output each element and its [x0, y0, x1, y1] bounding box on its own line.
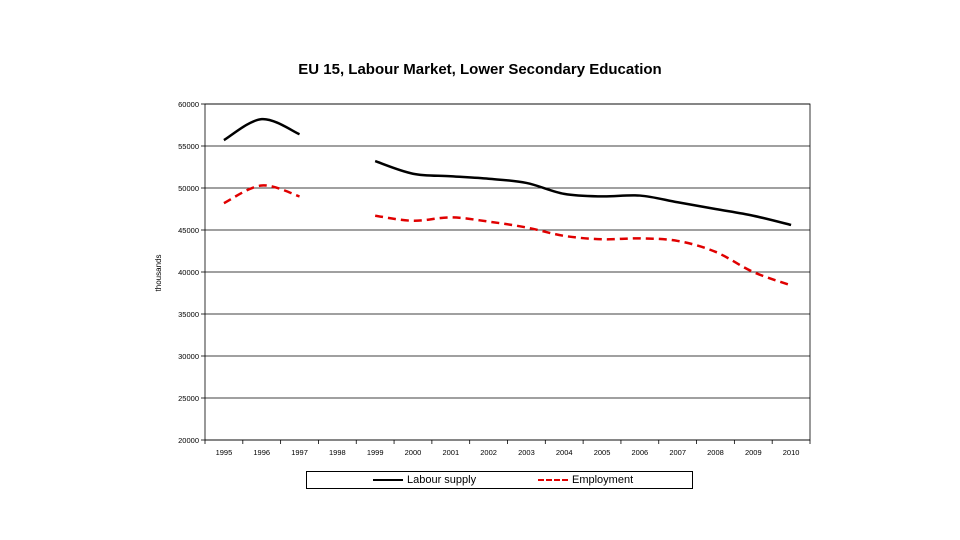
y-tick-label: 45000 [178, 226, 199, 235]
series-lines [223, 117, 792, 287]
series-line-labour-supply [374, 159, 792, 227]
y-tick-label: 35000 [178, 310, 199, 319]
x-tick-label: 2000 [405, 448, 422, 457]
x-tick-label: 2006 [632, 448, 649, 457]
x-tick-label: 2009 [745, 448, 762, 457]
legend-label-employment: Employment [572, 474, 634, 486]
x-tick-label: 2004 [556, 448, 573, 457]
x-tick-label: 1997 [291, 448, 308, 457]
legend-swatch-employment [538, 479, 568, 481]
x-tick-label: 1999 [367, 448, 384, 457]
legend-item-employment: Employment [538, 472, 633, 488]
y-axis-ticks: 60000 55000 50000 45000 40000 35000 30000 25000… [178, 100, 205, 445]
x-tick-label: 1996 [253, 448, 270, 457]
legend-item-labour-supply: Labour supply [373, 472, 476, 488]
x-tick-label: 2005 [594, 448, 611, 457]
x-tick-label: 2008 [707, 448, 724, 457]
y-tick-label: 55000 [178, 142, 199, 151]
x-tick-label: 1995 [216, 448, 233, 457]
y-tick-label: 25000 [178, 394, 199, 403]
y-tick-label: 60000 [178, 100, 199, 109]
y-tick-label: 30000 [178, 352, 199, 361]
gridlines [204, 103, 811, 441]
x-tick-label: 2007 [669, 448, 686, 457]
x-tick-label: 2003 [518, 448, 535, 457]
x-tick-label: 2002 [480, 448, 497, 457]
series-line-employment [374, 214, 792, 287]
legend: Labour supply Employment [306, 471, 693, 489]
y-tick-label: 50000 [178, 184, 199, 193]
x-axis-ticks: 1995 1996 1997 1998 1999 2000 2001 2002 2003 2004… [204, 440, 811, 457]
y-tick-label: 20000 [178, 436, 199, 445]
legend-label-labour-supply: Labour supply [407, 474, 477, 486]
series-line-employment [223, 184, 300, 205]
y-tick-label: 40000 [178, 268, 199, 277]
x-tick-label: 2001 [442, 448, 459, 457]
x-tick-label: 1998 [329, 448, 346, 457]
y-axis-title: thousands [154, 255, 163, 292]
x-tick-label: 2010 [783, 448, 800, 457]
chart-title: EU 15, Labour Market, Lower Secondary Ed… [298, 61, 662, 78]
series-line-labour-supply [223, 117, 301, 142]
legend-swatch-labour-supply [373, 479, 403, 481]
